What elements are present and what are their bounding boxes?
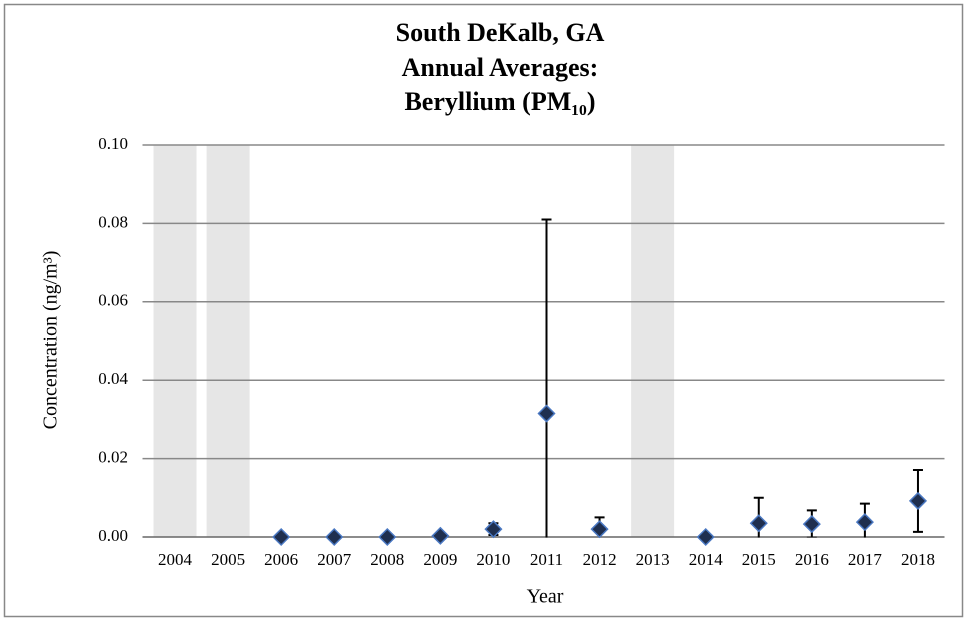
x-axis-title: Year [527, 586, 564, 608]
x-tick-label: 2016 [795, 550, 829, 569]
data-point [431, 526, 450, 545]
y-tick-label: 0.08 [98, 212, 128, 231]
x-tick-label: 2012 [583, 550, 617, 569]
no-data-band [206, 145, 250, 537]
no-data-band [631, 145, 675, 537]
x-tick-label: 2009 [423, 550, 457, 569]
y-tick-label: 0.02 [98, 448, 128, 467]
data-point [537, 404, 556, 423]
x-tick-label: 2006 [264, 550, 298, 569]
y-tick-label: 0.10 [98, 134, 128, 153]
chart-title: Annual Averages: [402, 53, 599, 82]
y-tick-label: 0.04 [98, 369, 128, 388]
data-point [855, 513, 874, 532]
x-tick-label: 2004 [158, 550, 193, 569]
x-tick-label: 2013 [636, 550, 670, 569]
x-tick-label: 2015 [742, 550, 776, 569]
y-tick-label: 0.06 [98, 291, 128, 310]
data-point [590, 520, 609, 539]
x-tick-label: 2007 [317, 550, 352, 569]
data-point [908, 491, 928, 510]
data-point [272, 527, 291, 547]
data-point [749, 514, 768, 533]
x-tick-label: 2005 [211, 550, 245, 569]
y-axis-title: Concentration (ng/m³) [40, 251, 62, 430]
x-tick-label: 2010 [476, 550, 510, 569]
x-tick-label: 2014 [689, 550, 724, 569]
x-tick-label: 2018 [901, 550, 935, 569]
chart-title: South DeKalb, GA [396, 18, 605, 47]
data-point [325, 527, 344, 547]
x-tick-label: 2008 [370, 550, 404, 569]
no-data-band [153, 145, 197, 537]
data-point [696, 527, 715, 547]
data-point [802, 515, 821, 534]
data-point [484, 520, 503, 539]
x-tick-label: 2017 [848, 550, 883, 569]
y-tick-label: 0.00 [98, 526, 128, 545]
x-tick-label: 2011 [530, 550, 563, 569]
data-point [378, 527, 397, 547]
chart-title: Beryllium (PM₁₀) [404, 87, 595, 116]
